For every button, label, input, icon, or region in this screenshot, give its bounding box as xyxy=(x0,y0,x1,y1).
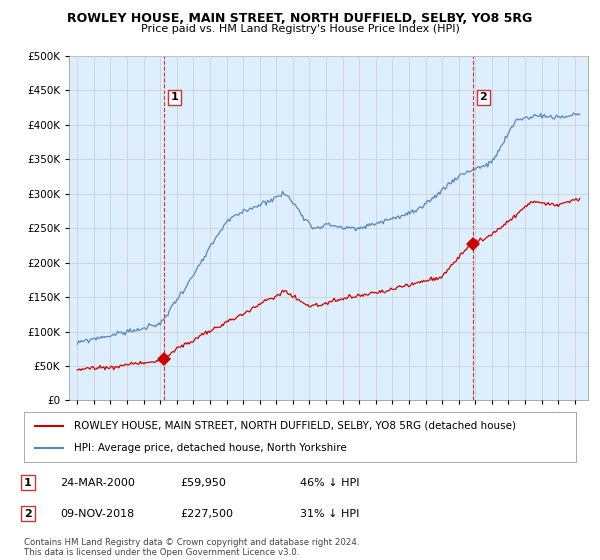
Text: HPI: Average price, detached house, North Yorkshire: HPI: Average price, detached house, Nort… xyxy=(74,443,346,453)
Text: 31% ↓ HPI: 31% ↓ HPI xyxy=(300,508,359,519)
Text: 2: 2 xyxy=(24,508,32,519)
Text: 1: 1 xyxy=(24,478,32,488)
Text: Contains HM Land Registry data © Crown copyright and database right 2024.
This d: Contains HM Land Registry data © Crown c… xyxy=(24,538,359,557)
Text: Price paid vs. HM Land Registry's House Price Index (HPI): Price paid vs. HM Land Registry's House … xyxy=(140,24,460,34)
Text: 2: 2 xyxy=(479,92,487,102)
Text: 09-NOV-2018: 09-NOV-2018 xyxy=(60,508,134,519)
Text: ROWLEY HOUSE, MAIN STREET, NORTH DUFFIELD, SELBY, YO8 5RG (detached house): ROWLEY HOUSE, MAIN STREET, NORTH DUFFIEL… xyxy=(74,421,515,431)
Text: ROWLEY HOUSE, MAIN STREET, NORTH DUFFIELD, SELBY, YO8 5RG: ROWLEY HOUSE, MAIN STREET, NORTH DUFFIEL… xyxy=(67,12,533,25)
Text: £59,950: £59,950 xyxy=(180,478,226,488)
Text: £227,500: £227,500 xyxy=(180,508,233,519)
Text: 24-MAR-2000: 24-MAR-2000 xyxy=(60,478,135,488)
Text: 1: 1 xyxy=(170,92,178,102)
Text: 46% ↓ HPI: 46% ↓ HPI xyxy=(300,478,359,488)
